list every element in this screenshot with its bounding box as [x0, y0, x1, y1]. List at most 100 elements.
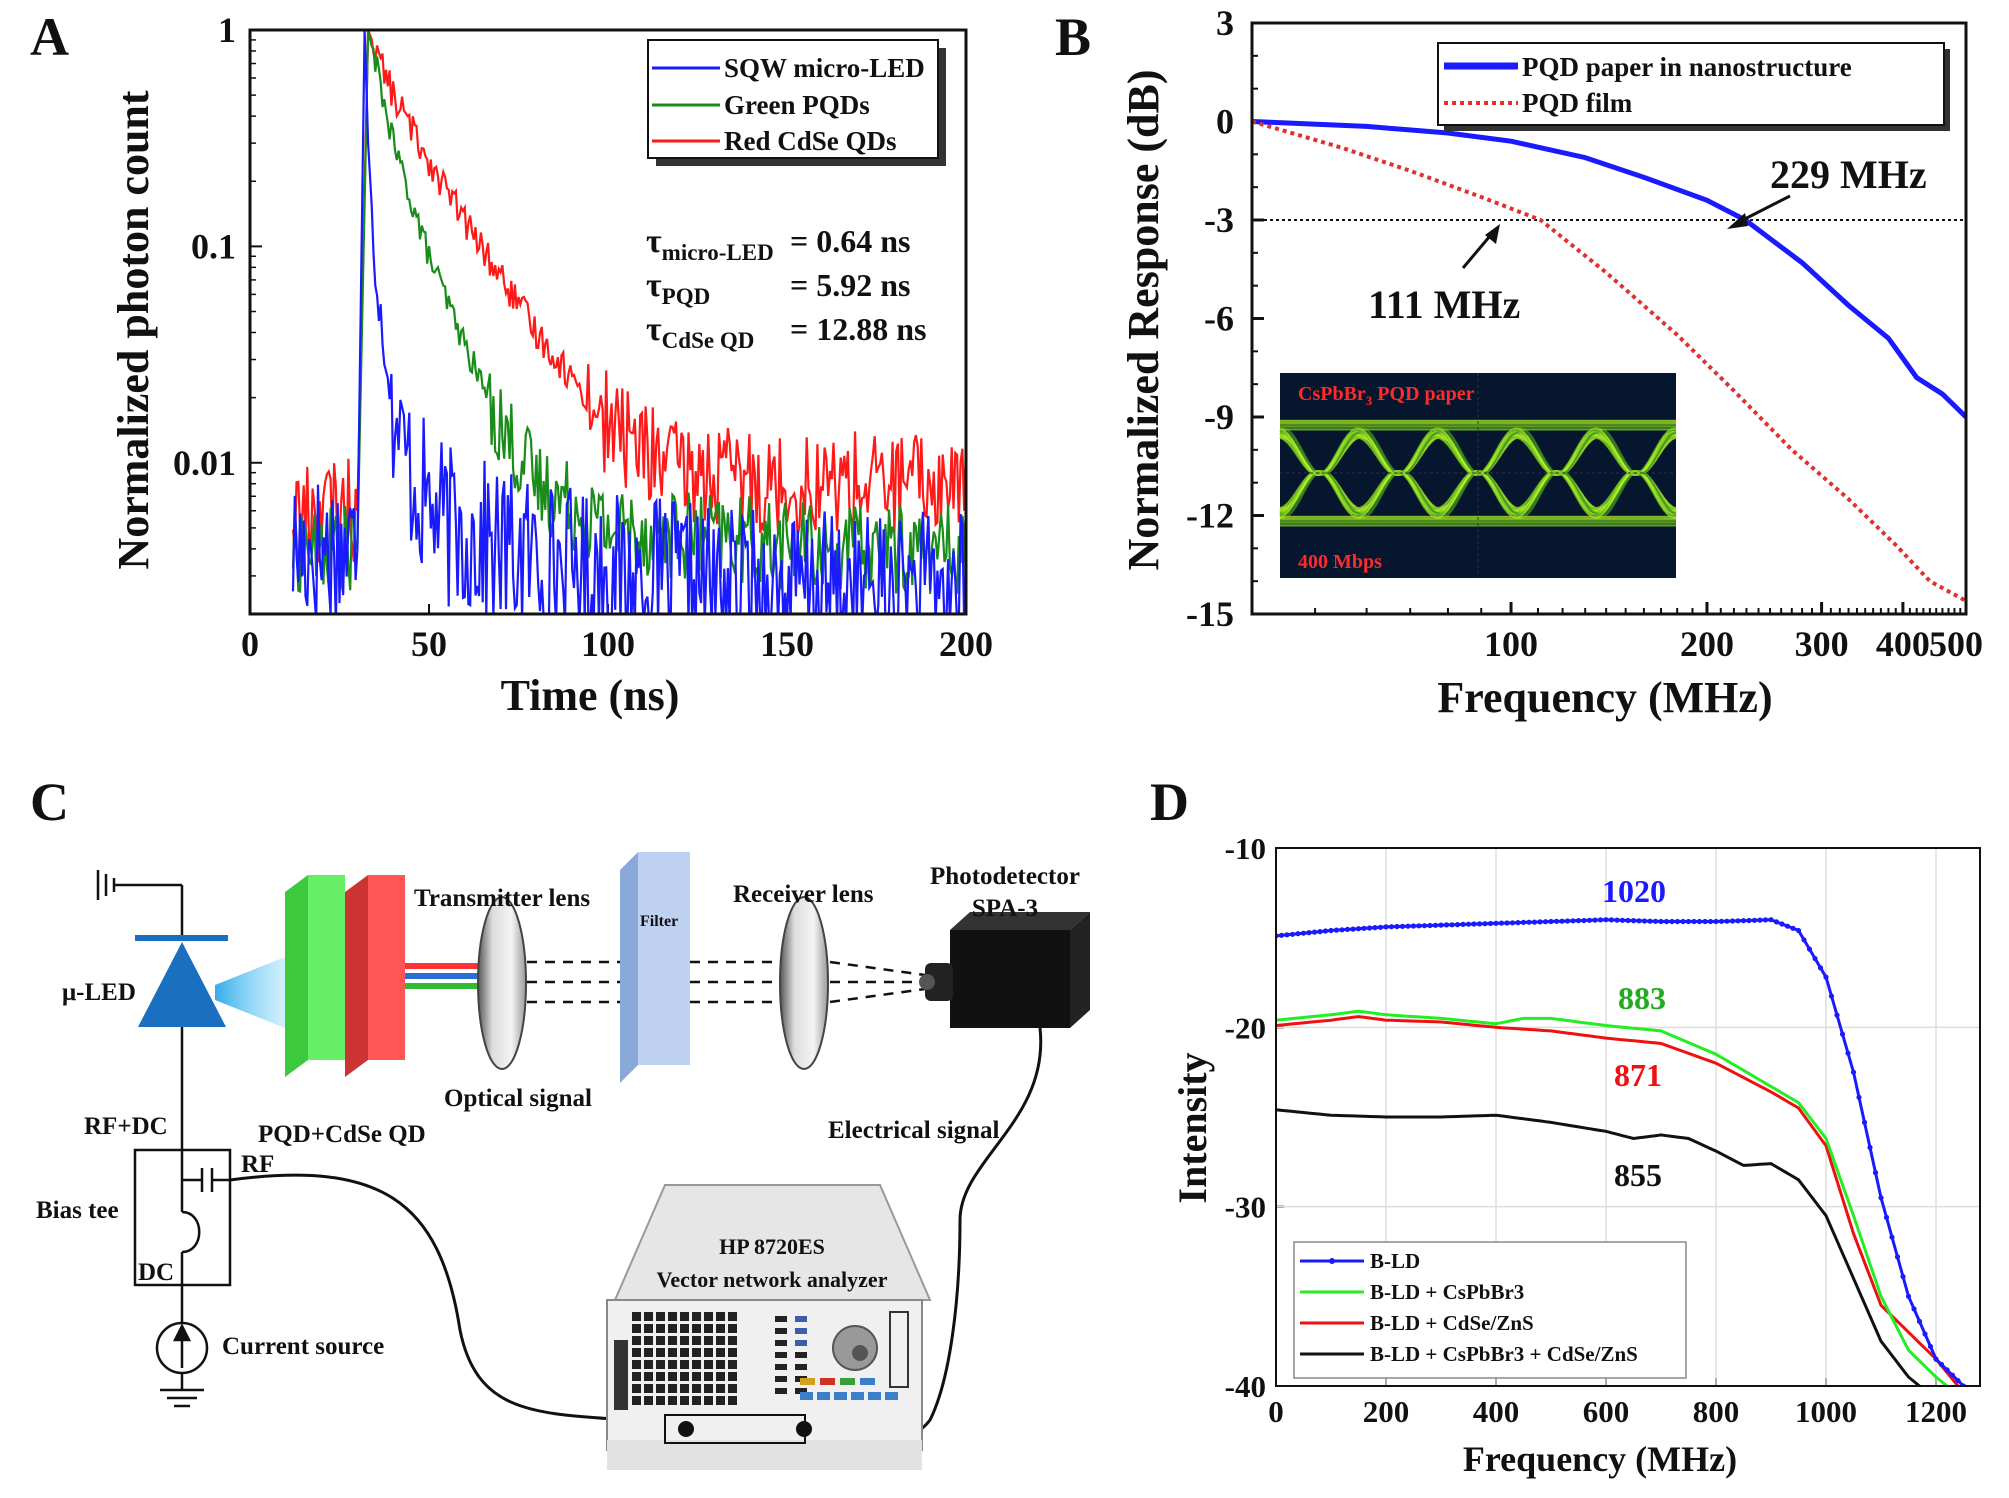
d-marker-59	[1597, 917, 1604, 923]
vna-key-68	[692, 1396, 701, 1405]
d-marker-39	[1487, 920, 1494, 927]
vna-key-66	[668, 1396, 677, 1405]
d-marker-80	[1713, 918, 1719, 925]
transmitter-lens-icon	[477, 896, 527, 1070]
vna-key-13	[680, 1324, 689, 1333]
eye-diagram-traces	[1279, 419, 1677, 527]
a-ytick-0: 1	[218, 10, 236, 50]
cdse-film-icon	[345, 875, 405, 1077]
d-marker-12	[1339, 927, 1345, 933]
d-marker-114	[1900, 1274, 1906, 1280]
vna-key-52	[716, 1372, 725, 1381]
d-xtick-4: 800	[1693, 1394, 1740, 1429]
panel-a-frame	[248, 28, 968, 616]
panel-d-frame	[1275, 847, 1981, 1387]
vna-button-b-0	[795, 1316, 807, 1322]
d-marker-123	[1949, 1372, 1956, 1378]
vna-key-1	[644, 1312, 653, 1321]
panel-b-frame	[1250, 21, 1968, 616]
vna-key-42	[704, 1360, 713, 1369]
a-xtick-3: 150	[760, 624, 814, 664]
vna-key-50	[692, 1372, 701, 1381]
vna-key-43	[716, 1360, 725, 1369]
d-marker-95	[1795, 927, 1802, 934]
vna-key-71	[728, 1396, 737, 1405]
d-marker-27	[1421, 923, 1428, 929]
d-marker-77	[1696, 918, 1703, 925]
b-xtick-0: 100	[1484, 624, 1538, 664]
d-marker-76	[1691, 918, 1697, 925]
d-marker-72	[1669, 918, 1675, 925]
label-photodetector: Photodetector	[930, 863, 1080, 890]
annotation-229mhz: 229 MHz	[1770, 152, 1927, 197]
d-marker-52	[1559, 918, 1565, 924]
panel-a-legend: SQW micro-LED Green PQDs Red CdSe QDs	[647, 39, 946, 166]
photodetector-icon	[919, 912, 1090, 1028]
tau-pqd: τPQD	[646, 267, 710, 309]
vna-key-11	[656, 1324, 665, 1333]
d-marker-79	[1707, 918, 1714, 925]
legend-d-label-0: B-LD	[1370, 1249, 1420, 1273]
d-marker-73	[1674, 918, 1681, 925]
d-marker-60	[1603, 917, 1609, 923]
vna-key-34	[716, 1348, 725, 1357]
d-marker-41	[1498, 920, 1505, 926]
vna-key-44	[728, 1360, 737, 1369]
panel-a-xlabel: Time (ns)	[501, 671, 680, 720]
legend-b-label-0: PQD paper in nanostructure	[1522, 52, 1852, 82]
d-xtick-1: 200	[1363, 1394, 1410, 1429]
a-xtick-2: 100	[581, 624, 635, 664]
vna-key-25	[716, 1336, 725, 1345]
d-marker-107	[1861, 1119, 1868, 1125]
current-source-icon	[155, 1321, 209, 1408]
d-marker-14	[1350, 926, 1356, 932]
vna-key-9	[632, 1324, 641, 1333]
arrowhead-229mhz	[1727, 213, 1748, 229]
panel-a-ticks: 0 50 100 150 200 1 0.1 0.01	[173, 10, 993, 664]
label-pqd-cdse: PQD+CdSe QD	[258, 1121, 426, 1148]
tau-cdse: τCdSe QD	[646, 311, 754, 353]
value-label-1020: 1020	[1602, 873, 1666, 909]
label-vna-model: HP 8720ES	[719, 1234, 825, 1259]
d-marker-106	[1856, 1094, 1862, 1100]
vna-color-key-0	[800, 1378, 815, 1385]
label-transmitter-lens: Transmitter lens	[414, 885, 590, 912]
panel-letter-a: A	[30, 7, 69, 67]
vector-network-analyzer-icon	[606, 1184, 932, 1470]
legend-a-label-1: Green PQDs	[724, 90, 870, 120]
d-marker-81	[1718, 918, 1725, 924]
vna-key-69	[704, 1396, 713, 1405]
d-marker-20	[1383, 924, 1389, 930]
d-marker-112	[1889, 1234, 1895, 1240]
label-rf: RF	[241, 1151, 274, 1178]
d-marker-122	[1944, 1367, 1950, 1373]
d-marker-43	[1509, 920, 1516, 926]
legend-d-label-3: B-LD + CsPbBr3 + CdSe/ZnS	[1370, 1342, 1638, 1366]
d-marker-65	[1630, 918, 1637, 924]
d-marker-94	[1790, 925, 1796, 931]
legend-a-label-0: SQW micro-LED	[724, 53, 925, 83]
d-ytick-1: -20	[1225, 1010, 1266, 1045]
d-marker-100	[1823, 974, 1829, 980]
vna-key-3	[668, 1312, 677, 1321]
vna-button-b-1	[795, 1328, 807, 1334]
vna-button-6	[775, 1388, 787, 1394]
b-ytick-3: -6	[1204, 299, 1234, 339]
legend-d-label-2: B-LD + CdSe/ZnS	[1370, 1311, 1534, 1335]
d-marker-16	[1361, 925, 1367, 931]
a-ytick-2: 0.01	[173, 443, 236, 483]
d-marker-98	[1812, 955, 1818, 962]
vna-key-17	[728, 1324, 737, 1333]
b-xtick-1: 200	[1680, 624, 1734, 664]
vna-key-58	[680, 1384, 689, 1393]
eye-trace-bottom-25	[1279, 428, 1677, 477]
d-xtick-6: 1200	[1905, 1394, 1967, 1429]
setup-schematic: μ-LED PQD+CdSe QD Transmitter lens	[36, 852, 1090, 1470]
d-marker-67	[1641, 918, 1648, 924]
d-ytick-2: -30	[1225, 1190, 1266, 1225]
arrowhead-111mhz	[1485, 224, 1500, 244]
d-marker-9	[1322, 928, 1329, 934]
d-marker-55	[1575, 918, 1582, 924]
panel-a-plot-area	[291, 30, 966, 614]
vna-color-key-1	[820, 1378, 835, 1385]
